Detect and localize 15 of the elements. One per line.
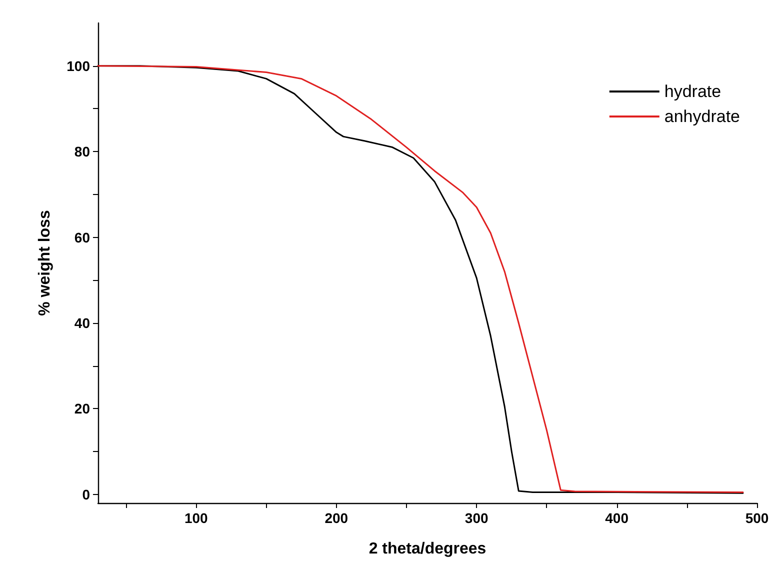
x-tick-label: 100 <box>184 510 208 526</box>
x-tick-label: 200 <box>324 510 348 526</box>
legend-label: hydrate <box>664 82 722 101</box>
y-tick-label: 40 <box>74 315 90 331</box>
legend-label: anhydrate <box>664 107 740 126</box>
x-tick-label: 500 <box>745 510 769 526</box>
y-tick-label: 80 <box>74 144 90 160</box>
x-tick-label: 300 <box>464 510 488 526</box>
y-axis-title: % weight loss <box>36 210 54 316</box>
y-tick-label: 60 <box>74 229 90 246</box>
x-axis-title: 2 theta/degrees <box>368 540 486 558</box>
y-tick-label: 100 <box>66 58 90 74</box>
y-tick-label: 0 <box>82 486 90 502</box>
x-tick-label: 400 <box>605 510 629 526</box>
y-tick-label: 20 <box>74 400 90 417</box>
